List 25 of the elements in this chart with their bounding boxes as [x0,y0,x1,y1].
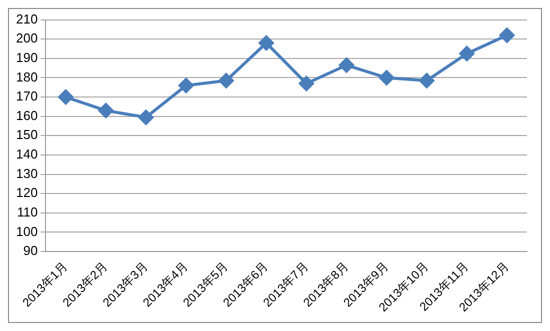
point [58,90,74,105]
y-tick-label: 110 [16,204,38,220]
point [298,76,314,92]
point [258,35,274,50]
y-tick-label: 140 [16,146,38,162]
y-tick-label: 210 [16,11,38,26]
y-tick-label: 190 [16,50,38,65]
point [98,103,114,118]
point [459,46,474,62]
point [419,73,434,88]
y-tick-label: 200 [16,30,38,46]
point [218,73,234,88]
y-tick-label: 150 [16,127,38,142]
y-tick-label: 130 [16,166,38,181]
point [379,70,394,86]
point [339,58,354,73]
y-tick-label: 160 [16,108,38,123]
point [178,78,194,93]
point [138,110,154,125]
y-tick-label: 100 [16,224,38,239]
y-tick-label: 180 [16,69,38,84]
y-tick-label: 170 [16,88,38,104]
y-tick-label: 90 [23,243,38,258]
point [499,28,514,43]
y-tick-label: 120 [16,185,38,200]
